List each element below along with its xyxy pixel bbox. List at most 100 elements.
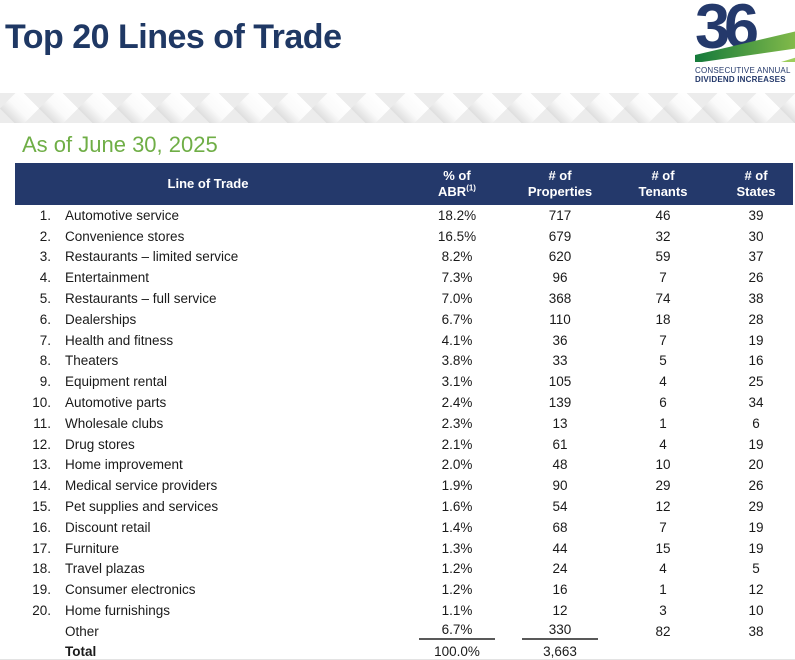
table-row: 12. Drug stores 2.1% 61 4 19 (15, 434, 793, 455)
col-header-states: # of States (719, 163, 793, 205)
row-rank: 4. (39, 270, 51, 286)
row-states: 6 (752, 415, 760, 431)
row-tenants: 32 (655, 228, 671, 244)
green-swoosh-icon (695, 31, 795, 62)
row-line-of-trade: Restaurants – limited service (65, 249, 239, 265)
row-states: 19 (748, 519, 764, 535)
row-tenants: 4 (659, 374, 667, 390)
other-row-label: Other (65, 623, 99, 639)
table-row: 4. Entertainment 7.3% 96 7 26 (15, 267, 793, 288)
row-states: 34 (748, 395, 764, 411)
row-rank: 6. (39, 311, 51, 327)
row-properties: 68 (552, 519, 568, 535)
row-tenants: 29 (655, 478, 671, 494)
row-abr: 8.2% (441, 249, 473, 265)
row-tenants: 5 (659, 353, 667, 369)
row-states: 5 (752, 561, 760, 577)
row-properties: 139 (548, 395, 572, 411)
total-row-tenants (607, 642, 719, 660)
row-line-of-trade: Dealerships (65, 311, 137, 327)
table-row: 20. Home furnishings 1.1% 12 3 10 (15, 600, 793, 621)
row-states: 19 (748, 540, 764, 556)
row-line-of-trade: Medical service providers (65, 478, 218, 494)
row-properties: 13 (552, 415, 568, 431)
row-rank: 12. (32, 436, 51, 452)
row-states: 29 (748, 499, 764, 515)
other-row-abr: 6.7% (401, 621, 513, 642)
col-header-line-of-trade: Line of Trade (15, 163, 401, 205)
total-row-label: Total (65, 643, 97, 659)
row-rank: 11. (33, 415, 51, 431)
row-rank: 15. (32, 499, 51, 515)
row-line-of-trade: Health and fitness (65, 332, 174, 348)
footnote-marker: (1) (466, 183, 476, 193)
row-tenants: 12 (655, 499, 671, 515)
row-rank: 3. (39, 249, 51, 265)
table-row: 19. Consumer electronics 1.2% 16 1 12 (15, 579, 793, 600)
table-row: 13. Home improvement 2.0% 48 10 20 (15, 455, 793, 476)
row-properties: 110 (549, 311, 571, 327)
row-states: 16 (748, 353, 764, 369)
total-row-properties: 3,663 (543, 643, 577, 659)
row-tenants: 1 (659, 582, 667, 598)
page-title: Top 20 Lines of Trade (5, 18, 342, 56)
other-row: Other 6.7% 330 82 38 (15, 621, 793, 642)
row-properties: 105 (548, 374, 572, 390)
row-abr: 1.2% (441, 582, 473, 598)
row-rank: 19. (32, 582, 51, 598)
table-row: 17. Furniture 1.3% 44 15 19 (15, 538, 793, 559)
table-row: 6. Dealerships 6.7% 110 18 28 (15, 309, 793, 330)
table-row: 1. Automotive service 18.2% 717 46 39 (15, 205, 793, 226)
table-row: 7. Health and fitness 4.1% 36 7 19 (15, 330, 793, 351)
row-properties: 96 (552, 270, 568, 286)
table-header: Line of Trade % of ABR(1) # of Propertie… (15, 163, 793, 205)
row-properties: 620 (548, 249, 572, 265)
row-states: 38 (748, 291, 764, 307)
row-states: 26 (748, 478, 764, 494)
logo-caption-line2: DIVIDEND INCREASES (695, 75, 786, 84)
row-states: 19 (748, 332, 764, 348)
row-line-of-trade: Theaters (65, 353, 119, 369)
row-abr: 7.0% (441, 291, 473, 307)
table-row: 14. Medical service providers 1.9% 90 29… (15, 475, 793, 496)
logo-mark: 36 (695, 0, 795, 62)
row-properties: 54 (552, 499, 568, 515)
row-abr: 2.1% (441, 436, 473, 452)
row-states: 37 (748, 249, 764, 265)
row-properties: 16 (552, 582, 568, 598)
dividend-increases-logo: 36 CONSECUTIVE ANNUAL DIVIDEND INCREASES (695, 0, 795, 84)
row-abr: 2.3% (441, 415, 473, 431)
logo-caption-line1: CONSECUTIVE ANNUAL (695, 66, 791, 75)
row-rank: 16. (32, 519, 51, 535)
row-line-of-trade: Equipment rental (65, 374, 168, 390)
row-line-of-trade: Home improvement (65, 457, 183, 473)
row-abr: 1.6% (441, 499, 473, 515)
col-header-properties: # of Properties (513, 163, 607, 205)
row-properties: 36 (552, 332, 568, 348)
row-abr: 1.3% (441, 540, 473, 556)
row-states: 19 (748, 436, 764, 452)
row-properties: 717 (548, 207, 572, 223)
row-abr: 1.1% (441, 603, 473, 619)
row-line-of-trade: Automotive parts (65, 395, 167, 411)
row-states: 10 (748, 603, 764, 619)
row-states: 25 (748, 374, 764, 390)
row-abr: 16.5% (437, 228, 477, 244)
row-line-of-trade: Furniture (65, 540, 120, 556)
row-abr: 4.1% (441, 332, 473, 348)
row-rank: 2. (39, 228, 51, 244)
table-row: 10. Automotive parts 2.4% 139 6 34 (15, 392, 793, 413)
row-properties: 368 (548, 291, 572, 307)
row-states: 20 (748, 457, 764, 473)
table-row: 18. Travel plazas 1.2% 24 4 5 (15, 559, 793, 580)
row-abr: 3.8% (441, 353, 473, 369)
row-line-of-trade: Discount retail (65, 519, 151, 535)
row-line-of-trade: Wholesale clubs (65, 415, 164, 431)
other-row-tenants: 82 (655, 623, 671, 639)
row-line-of-trade: Automotive service (65, 207, 180, 223)
table-row: 9. Equipment rental 3.1% 105 4 25 (15, 371, 793, 392)
row-abr: 7.3% (441, 270, 473, 286)
table-row: 16. Discount retail 1.4% 68 7 19 (15, 517, 793, 538)
row-abr: 2.0% (441, 457, 473, 473)
